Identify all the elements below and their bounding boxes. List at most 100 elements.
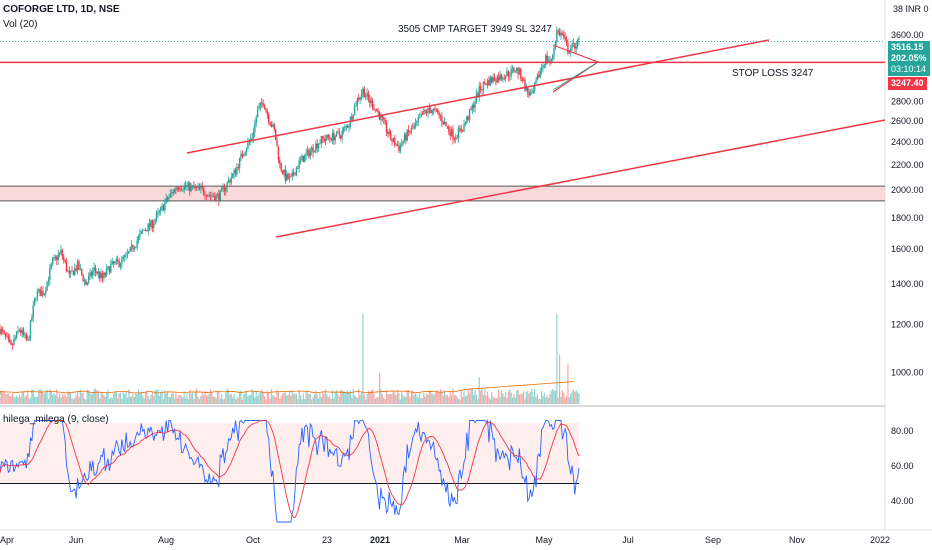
candle-body — [148, 223, 151, 227]
candle-body — [356, 98, 359, 106]
volume-bar — [129, 396, 131, 404]
volume-bar — [539, 399, 541, 404]
volume-bar — [556, 314, 558, 404]
volume-bar — [557, 397, 559, 404]
candle-body — [545, 55, 547, 65]
candle-body — [473, 104, 475, 108]
volume-bar — [316, 394, 318, 404]
volume-bar — [263, 396, 266, 404]
candle-body — [195, 186, 198, 188]
volume-bar — [22, 392, 25, 404]
candle-body — [78, 261, 80, 270]
volume-bar — [13, 396, 15, 404]
volume-bar — [466, 395, 468, 404]
candle-body — [535, 80, 537, 84]
volume-bar — [423, 393, 425, 404]
candle-body — [72, 270, 75, 276]
volume-bar — [344, 391, 346, 404]
volume-bar — [406, 389, 408, 404]
volume-bar — [319, 393, 321, 404]
time-tick-label: Apr — [0, 535, 14, 545]
candle-body — [85, 280, 87, 285]
candle-body — [485, 83, 487, 86]
candle-body — [403, 134, 406, 141]
volume-bar — [121, 398, 123, 404]
candle-body — [173, 188, 176, 194]
time-tick-label: 23 — [322, 535, 332, 545]
candle-body — [205, 196, 208, 197]
candle-body — [538, 74, 540, 77]
candle-body — [3, 331, 5, 333]
candle-body — [400, 143, 403, 146]
candle-body — [389, 131, 392, 141]
candle-body — [197, 186, 199, 188]
volume-bar — [409, 397, 411, 404]
volume-bar — [546, 394, 548, 404]
candle-body — [190, 185, 192, 192]
candle-body — [146, 230, 148, 232]
candle-body — [162, 205, 165, 211]
candle-body — [35, 297, 37, 299]
volume-bar — [221, 393, 223, 404]
volume-bar — [240, 390, 242, 404]
volume-bar — [208, 393, 210, 404]
candle-body — [27, 339, 29, 341]
volume-bar — [148, 399, 151, 404]
candle-body — [513, 67, 515, 72]
volume-bar — [352, 388, 354, 404]
volume-bar — [60, 397, 62, 404]
volume-bar — [312, 397, 314, 404]
candle-body — [391, 140, 393, 142]
candle-body — [539, 70, 541, 77]
candle-body — [33, 298, 36, 306]
candle-body — [126, 253, 129, 255]
volume-bar — [158, 395, 160, 404]
volume-bar — [97, 391, 99, 404]
volume-bar — [203, 394, 205, 404]
candle-body — [209, 195, 212, 197]
candle-body — [409, 131, 411, 133]
candle-body — [442, 121, 444, 125]
candle-body — [172, 192, 174, 194]
volume-bar — [198, 399, 201, 404]
candle-body — [322, 135, 324, 139]
volume-bar — [205, 394, 207, 404]
volume-bar — [531, 389, 533, 404]
volume-bar — [299, 395, 302, 404]
volume-bar — [492, 396, 494, 404]
candle-body — [399, 145, 402, 151]
candle-body — [15, 331, 18, 338]
candle-body — [189, 182, 191, 192]
price-tick-label: 1000.00 — [891, 368, 924, 378]
price-change: 202.05% — [891, 53, 927, 63]
volume-bar — [463, 389, 465, 404]
candle-body — [177, 187, 180, 190]
candle-body — [147, 223, 149, 232]
volume-bar — [32, 389, 34, 404]
volume-bar — [493, 398, 496, 404]
candle-body — [220, 187, 223, 191]
volume-bar — [482, 394, 485, 404]
candle-body — [450, 129, 453, 136]
candle-body — [364, 96, 367, 98]
candle-body — [230, 177, 233, 183]
volume-bar — [304, 399, 306, 404]
volume-bar — [480, 390, 482, 404]
candle-body — [236, 167, 238, 175]
volume-bar — [457, 399, 460, 404]
candle-body — [13, 339, 15, 346]
candle-body — [201, 186, 203, 188]
volume-bar — [211, 392, 213, 404]
volume-bar — [227, 389, 230, 404]
volume-bar — [107, 389, 109, 404]
volume-bar — [477, 399, 479, 404]
volume-bar — [132, 393, 134, 404]
volume-bar — [99, 398, 101, 404]
candle-body — [359, 97, 361, 100]
volume-bar — [391, 393, 393, 404]
candle-body — [489, 77, 492, 86]
volume-bar — [82, 392, 84, 404]
candle-body — [269, 122, 271, 125]
volume-bar — [136, 393, 138, 404]
